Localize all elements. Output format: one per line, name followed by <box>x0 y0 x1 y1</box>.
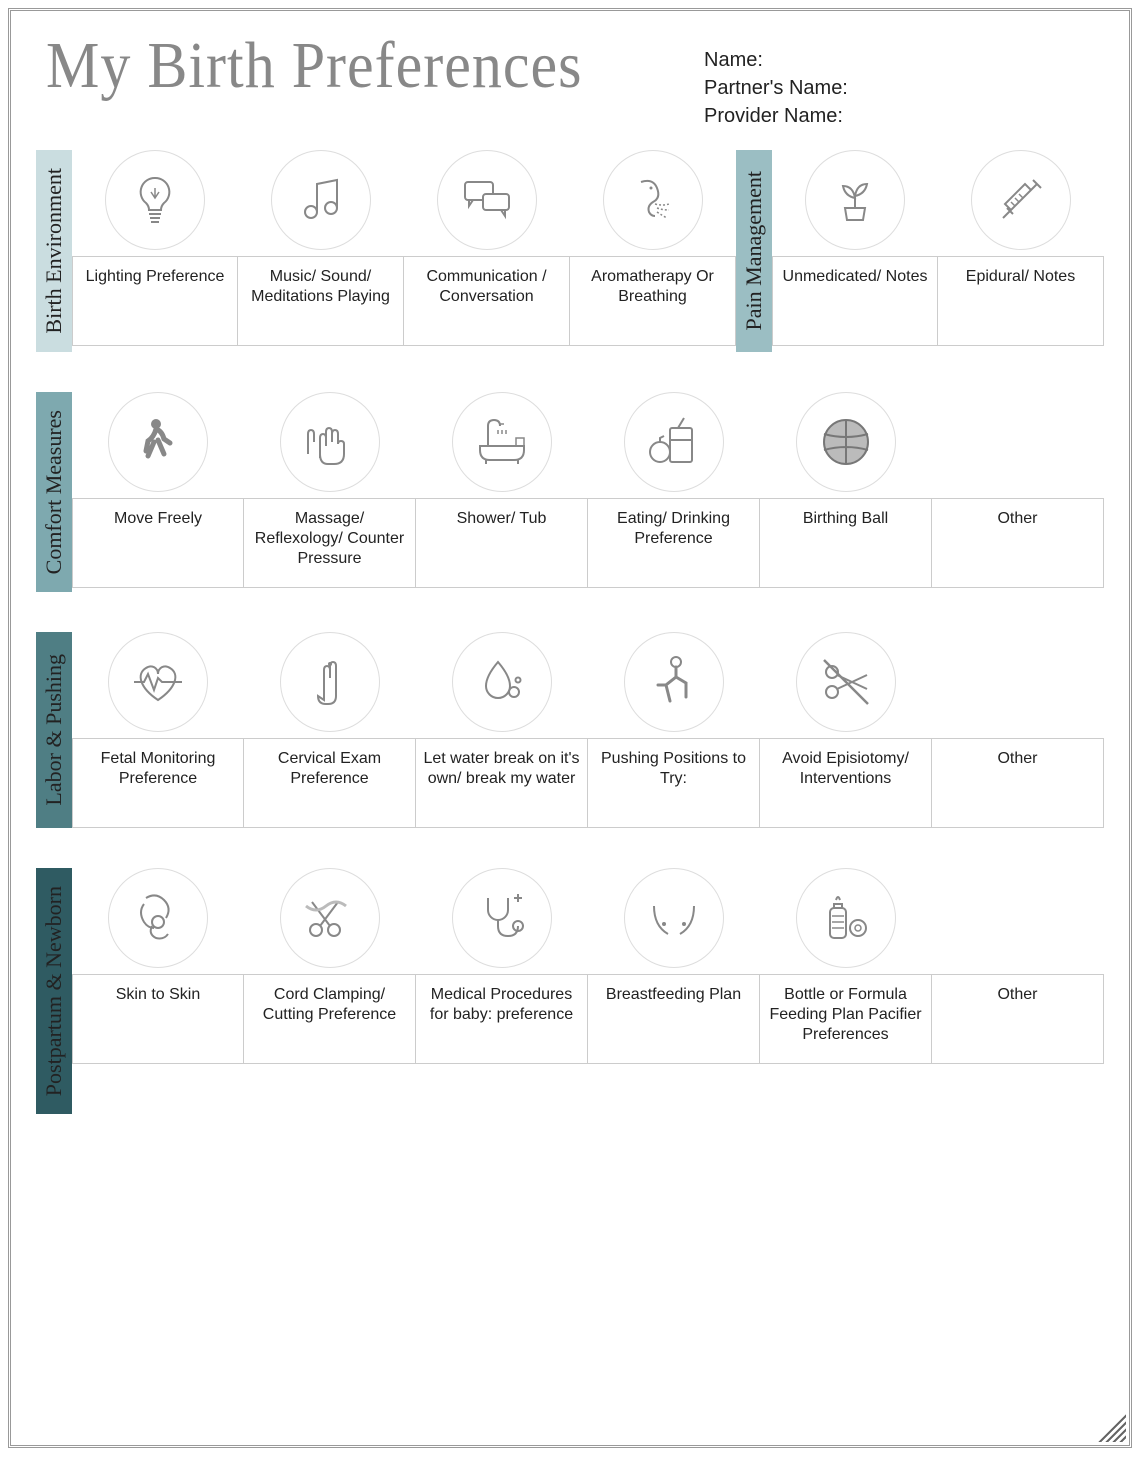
option-label: Breastfeeding Plan <box>588 974 760 1064</box>
option-label: Medical Procedures for baby: preference <box>416 974 588 1064</box>
lightbulb-icon <box>105 150 205 250</box>
steth-icon <box>452 868 552 968</box>
option-label: Avoid Episiotomy/ Interventions <box>760 738 932 828</box>
option-label: Birthing Ball <box>760 498 932 588</box>
grid-pp: Skin to SkinCord Clamping/ Cutting Prefe… <box>72 868 1104 1114</box>
tab-pain-management: Pain Management <box>736 150 772 352</box>
option-cell: Aromatherapy Or Breathing <box>570 150 736 352</box>
ball-icon <box>796 392 896 492</box>
option-cell: Communication / Conversation <box>404 150 570 352</box>
fingers-icon <box>280 632 380 732</box>
option-label: Communication / Conversation <box>404 256 570 346</box>
option-label: Move Freely <box>72 498 244 588</box>
grid-env: Lighting PreferenceMusic/ Sound/ Meditat… <box>72 150 736 352</box>
chat-icon <box>437 150 537 250</box>
field-partner: Partner's Name: <box>704 74 1104 102</box>
section-env-pain: Birth Environment Lighting PreferenceMus… <box>36 150 1104 352</box>
option-cell: Bottle or Formula Feeding Plan Pacifier … <box>760 868 932 1114</box>
page-title: My Birth Preferences <box>36 28 704 104</box>
squat-icon <box>624 632 724 732</box>
option-cell: Massage/ Reflexology/ Counter Pressure <box>244 392 416 592</box>
walk-icon <box>108 392 208 492</box>
drink-icon <box>624 392 724 492</box>
option-cell: Other <box>932 392 1104 592</box>
option-label: Other <box>932 498 1104 588</box>
option-label: Pushing Positions to Try: <box>588 738 760 828</box>
scissorscord-icon <box>280 868 380 968</box>
option-label: Shower/ Tub <box>416 498 588 588</box>
option-label: Other <box>932 738 1104 828</box>
option-cell: Medical Procedures for baby: preference <box>416 868 588 1114</box>
section-labor: Labor & Pushing Fetal Monitoring Prefere… <box>36 632 1104 828</box>
option-cell: Cervical Exam Preference <box>244 632 416 828</box>
breast-icon <box>624 868 724 968</box>
grid-labor: Fetal Monitoring PreferenceCervical Exam… <box>72 632 1104 828</box>
option-cell: Birthing Ball <box>760 392 932 592</box>
field-provider: Provider Name: <box>704 102 1104 130</box>
option-cell: Move Freely <box>72 392 244 592</box>
option-cell: Fetal Monitoring Preference <box>72 632 244 828</box>
tab-comfort-measures: Comfort Measures <box>36 392 72 592</box>
option-label: Epidural/ Notes <box>938 256 1104 346</box>
option-label: Lighting Preference <box>72 256 238 346</box>
option-cell: Let water break on it's own/ break my wa… <box>416 632 588 828</box>
tab-postpartum-newborn: Postpartum & Newborn <box>36 868 72 1114</box>
syringe-icon <box>971 150 1071 250</box>
mombaby-icon <box>108 868 208 968</box>
plant-icon <box>805 150 905 250</box>
option-label: Cord Clamping/ Cutting Preference <box>244 974 416 1064</box>
section-comfort: Comfort Measures Move FreelyMassage/ Ref… <box>36 392 1104 592</box>
grid-pain: Unmedicated/ NotesEpidural/ Notes <box>772 150 1104 352</box>
option-cell: Other <box>932 632 1104 828</box>
hands-icon <box>280 392 380 492</box>
breath-icon <box>603 150 703 250</box>
heart-icon <box>108 632 208 732</box>
option-label: Unmedicated/ Notes <box>772 256 938 346</box>
tub-icon <box>452 392 552 492</box>
option-label: Skin to Skin <box>72 974 244 1064</box>
option-cell: Shower/ Tub <box>416 392 588 592</box>
option-label: Aromatherapy Or Breathing <box>570 256 736 346</box>
music-icon <box>271 150 371 250</box>
section-postpartum: Postpartum & Newborn Skin to SkinCord Cl… <box>36 868 1104 1114</box>
option-cell: Eating/ Drinking Preference <box>588 392 760 592</box>
option-cell: Skin to Skin <box>72 868 244 1114</box>
grid-comfort: Move FreelyMassage/ Reflexology/ Counter… <box>72 392 1104 592</box>
field-name: Name: <box>704 46 1104 74</box>
bottle-icon <box>796 868 896 968</box>
option-cell: Breastfeeding Plan <box>588 868 760 1114</box>
info-fields: Name: Partner's Name: Provider Name: <box>704 31 1104 130</box>
option-cell: Unmedicated/ Notes <box>772 150 938 352</box>
option-label: Other <box>932 974 1104 1064</box>
option-label: Music/ Sound/ Meditations Playing <box>238 256 404 346</box>
birth-preferences-page: My Birth Preferences Name: Partner's Nam… <box>8 8 1132 1448</box>
option-cell: Avoid Episiotomy/ Interventions <box>760 632 932 828</box>
option-label: Cervical Exam Preference <box>244 738 416 828</box>
resize-corner-icon <box>1098 1414 1126 1442</box>
option-label: Let water break on it's own/ break my wa… <box>416 738 588 828</box>
noscissors-icon <box>796 632 896 732</box>
option-cell: Other <box>932 868 1104 1114</box>
option-label: Bottle or Formula Feeding Plan Pacifier … <box>760 974 932 1064</box>
option-label: Fetal Monitoring Preference <box>72 738 244 828</box>
option-cell: Music/ Sound/ Meditations Playing <box>238 150 404 352</box>
tab-birth-environment: Birth Environment <box>36 150 72 352</box>
option-cell: Epidural/ Notes <box>938 150 1104 352</box>
option-cell: Lighting Preference <box>72 150 238 352</box>
tab-labor-pushing: Labor & Pushing <box>36 632 72 828</box>
option-cell: Cord Clamping/ Cutting Preference <box>244 868 416 1114</box>
option-cell: Pushing Positions to Try: <box>588 632 760 828</box>
option-label: Massage/ Reflexology/ Counter Pressure <box>244 498 416 588</box>
option-label: Eating/ Drinking Preference <box>588 498 760 588</box>
drop-icon <box>452 632 552 732</box>
header: My Birth Preferences Name: Partner's Nam… <box>36 31 1104 130</box>
